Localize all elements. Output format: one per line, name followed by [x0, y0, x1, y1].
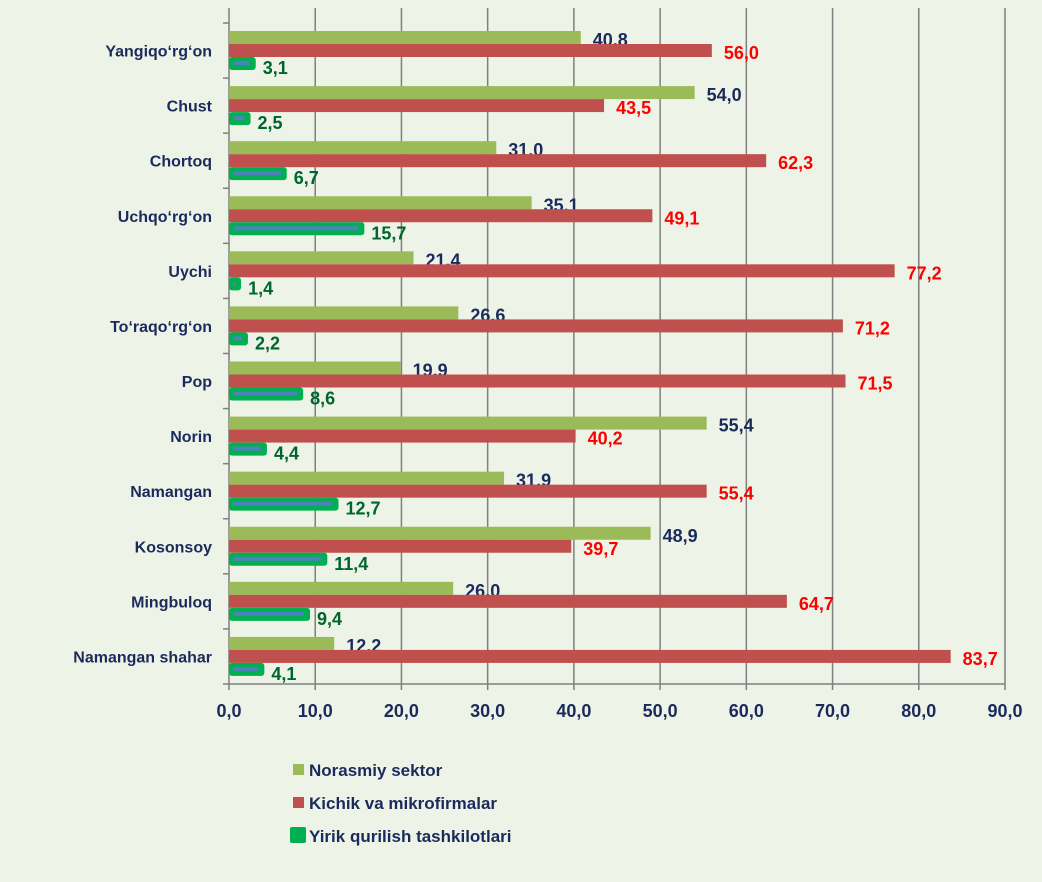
data-label: 4,4: [274, 444, 299, 464]
bar-kichik: [229, 649, 951, 663]
category-label: Pop: [182, 374, 212, 391]
legend-swatch: [293, 797, 304, 808]
category-label: Uychi: [168, 264, 212, 281]
bar-norasmiy: [229, 141, 497, 155]
category-label: Chust: [167, 99, 213, 116]
bar-norasmiy: [229, 31, 581, 44]
bar-yirik-inner: [233, 501, 333, 506]
bar-yirik-inner: [233, 611, 305, 616]
bar-kichik: [229, 209, 653, 223]
category-label: Kosonsoy: [135, 539, 212, 556]
category-label: Namangan shahar: [73, 649, 212, 666]
data-label: 49,1: [664, 208, 699, 228]
legend-swatch: [290, 827, 306, 843]
bar-norasmiy: [229, 306, 459, 320]
bar-yirik-inner: [233, 446, 261, 451]
data-label: 77,2: [907, 263, 942, 283]
bar-yirik-inner: [233, 171, 281, 176]
category-label: Namangan: [130, 484, 212, 501]
data-label: 11,4: [334, 554, 368, 574]
data-label: 15,7: [371, 223, 406, 243]
data-label: 8,6: [310, 389, 335, 409]
data-label: 3,1: [263, 58, 288, 78]
data-label: 2,2: [255, 333, 280, 353]
bar-norasmiy: [229, 471, 505, 485]
data-label: 12,7: [346, 499, 381, 519]
bar-yirik-inner: [233, 336, 242, 341]
bar-norasmiy: [229, 526, 651, 540]
category-label: Uchqo‘rg‘on: [118, 209, 212, 226]
bar-kichik: [229, 374, 846, 388]
legend-label: Kichik va mikrofirmalar: [309, 794, 497, 813]
data-label: 6,7: [294, 168, 319, 188]
data-label: 2,5: [258, 113, 283, 133]
x-tick-label: 90,0: [987, 701, 1022, 721]
bar-kichik: [229, 429, 576, 443]
x-tick-label: 80,0: [901, 701, 936, 721]
bar-yirik-inner: [233, 666, 259, 671]
bar-norasmiy: [229, 251, 414, 265]
category-label: Yangiqo‘rg‘on: [105, 44, 212, 61]
legend-label: Yirik qurilish tashkilotlari: [309, 827, 511, 846]
data-label: 55,4: [719, 484, 754, 504]
data-label: 64,7: [799, 594, 834, 614]
x-tick-label: 40,0: [556, 701, 591, 721]
bar-kichik: [229, 484, 707, 498]
bar-yirik-inner: [233, 226, 359, 231]
data-label: 83,7: [963, 649, 998, 669]
x-tick-label: 30,0: [470, 701, 505, 721]
x-tick-label: 20,0: [384, 701, 419, 721]
data-label: 55,4: [719, 416, 754, 436]
category-label: Chortoq: [150, 154, 212, 171]
bar-norasmiy: [229, 636, 335, 650]
category-label: Norin: [170, 429, 212, 446]
x-tick-label: 10,0: [298, 701, 333, 721]
data-label: 9,4: [317, 609, 342, 629]
bar-kichik: [229, 539, 572, 553]
bar-kichik: [229, 99, 605, 113]
bar-norasmiy: [229, 86, 695, 100]
bar-yirik-inner: [233, 61, 250, 65]
bar-norasmiy: [229, 196, 532, 210]
x-tick-label: 60,0: [729, 701, 764, 721]
x-tick-label: 50,0: [643, 701, 678, 721]
data-label: 39,7: [583, 539, 618, 559]
bar-norasmiy: [229, 361, 401, 375]
data-label: 40,2: [588, 429, 623, 449]
bar-kichik: [229, 44, 712, 57]
bar-yirik-inner: [233, 391, 298, 396]
bar-norasmiy: [229, 581, 454, 595]
bar-kichik: [229, 264, 895, 278]
category-label: To‘raqo‘rg‘on: [110, 319, 212, 336]
bar-kichik: [229, 154, 767, 168]
legend-swatch: [293, 764, 304, 775]
legend-label: Norasmiy sektor: [309, 761, 443, 780]
data-label: 71,5: [857, 374, 892, 394]
x-tick-label: 70,0: [815, 701, 850, 721]
data-label: 56,0: [724, 43, 759, 63]
data-label: 62,3: [778, 153, 813, 173]
data-label: 43,5: [616, 98, 651, 118]
data-label: 4,1: [271, 664, 296, 684]
data-label: 71,2: [855, 318, 890, 338]
bar-yirik-inner: [233, 556, 322, 561]
data-label: 54,0: [707, 85, 742, 105]
data-label: 48,9: [663, 526, 698, 546]
category-label: Mingbuloq: [131, 594, 212, 611]
data-label: 1,4: [248, 278, 273, 298]
x-tick-label: 0,0: [216, 701, 241, 721]
bar-kichik: [229, 594, 787, 608]
bar-kichik: [229, 319, 843, 333]
bar-yirik-inner: [233, 116, 245, 121]
bar-yirik-inner: [233, 281, 236, 286]
bar-norasmiy: [229, 416, 707, 430]
